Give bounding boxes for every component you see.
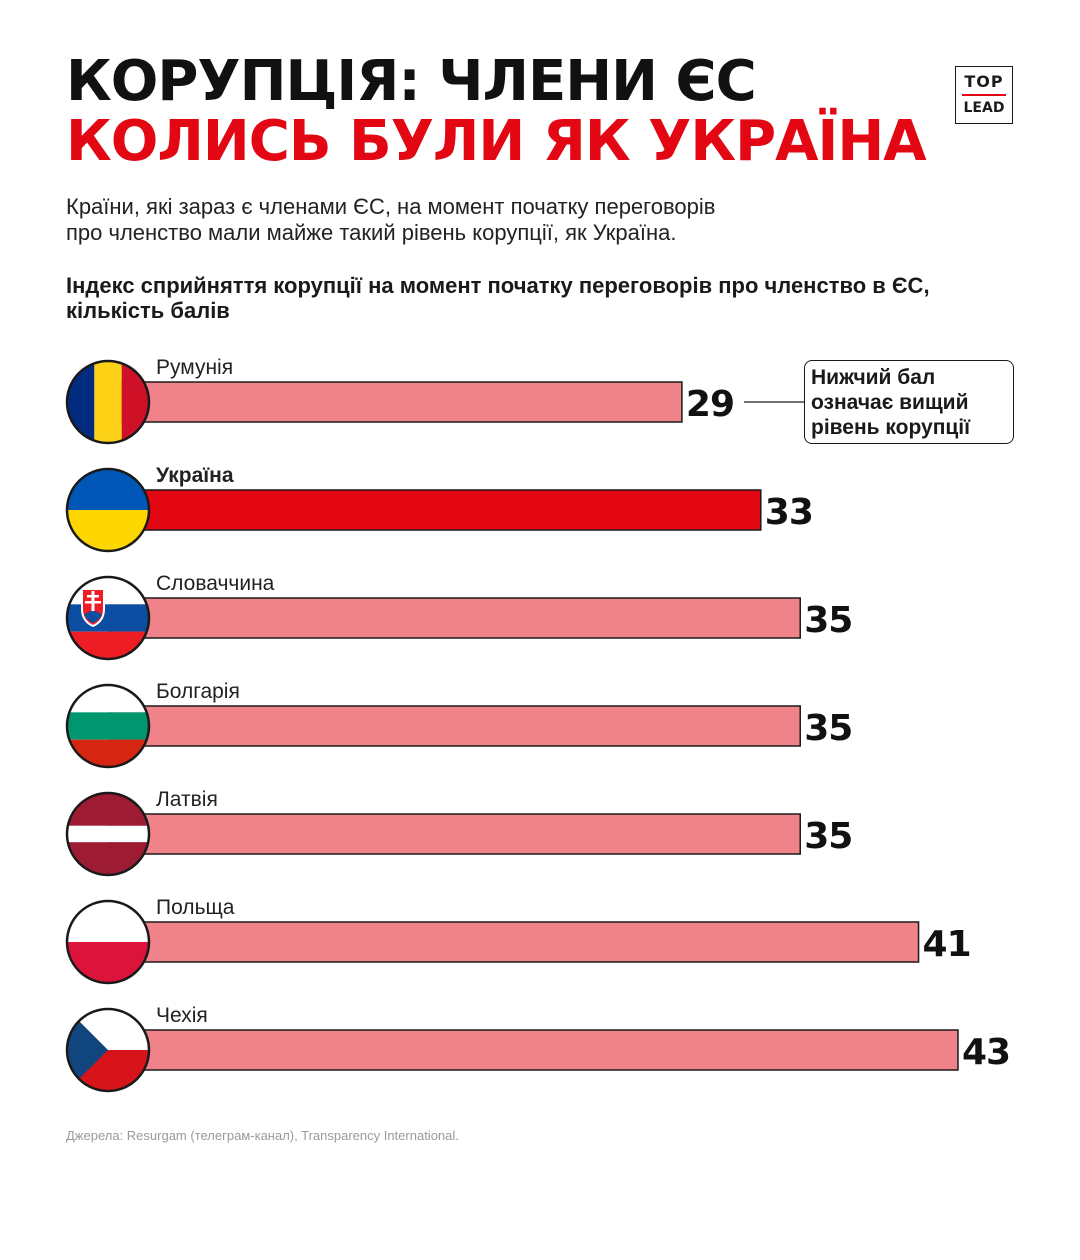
country-label: Болгарія bbox=[156, 680, 240, 703]
bar-value-label: 35 bbox=[804, 600, 852, 641]
bar-0 bbox=[109, 381, 683, 423]
bar-3 bbox=[109, 705, 801, 747]
toplead-logo: TOP LEAD bbox=[955, 66, 1013, 124]
ukraine-flag-icon bbox=[65, 467, 151, 553]
bar-value-label: 29 bbox=[686, 384, 734, 425]
bar-4 bbox=[109, 813, 801, 855]
subtitle-line-2: про членство мали майже такий рівень кор… bbox=[66, 220, 677, 245]
country-label: Словаччина bbox=[156, 572, 275, 595]
bar-5 bbox=[109, 921, 920, 963]
bar-value-label: 33 bbox=[765, 492, 813, 533]
country-label: Латвія bbox=[156, 788, 218, 811]
source-note: Джерела: Resurgam (телеграм-канал), Tran… bbox=[66, 1128, 459, 1143]
slovakia-flag-icon bbox=[65, 575, 151, 661]
country-label: Польща bbox=[156, 896, 235, 919]
bulgaria-flag-icon bbox=[65, 683, 151, 769]
bar-6 bbox=[109, 1029, 959, 1071]
title-line-1: КОРУПЦІЯ: ЧЛЕНИ ЄС bbox=[66, 49, 757, 114]
bar-value-label: 43 bbox=[962, 1032, 1010, 1073]
bar-value-label: 35 bbox=[804, 708, 852, 749]
infographic-title: КОРУПЦІЯ: ЧЛЕНИ ЄС КОЛИСЬ БУЛИ ЯК УКРАЇН… bbox=[66, 49, 927, 174]
lower-score-note: Нижчий бал означає вищий рівень корупції bbox=[804, 360, 1014, 444]
subtitle: Країни, які зараз є членами ЄС, на момен… bbox=[66, 194, 866, 246]
country-label: Румунія bbox=[156, 356, 233, 379]
logo-top-text: TOP bbox=[964, 72, 1004, 91]
poland-flag-icon bbox=[65, 899, 151, 985]
chart-title: Індекс сприйняття корупції на момент поч… bbox=[66, 273, 930, 323]
country-label: Україна bbox=[156, 464, 234, 487]
bar-2 bbox=[109, 597, 801, 639]
bar-value-label: 35 bbox=[804, 816, 852, 857]
latvia-flag-icon bbox=[65, 791, 151, 877]
bar-value-label: 41 bbox=[923, 924, 971, 965]
czechia-flag-icon bbox=[65, 1007, 151, 1093]
country-label: Чехія bbox=[156, 1004, 208, 1027]
title-line-2: КОЛИСЬ БУЛИ ЯК УКРАЇНА bbox=[66, 109, 927, 174]
bar-1 bbox=[109, 489, 762, 531]
romania-flag-icon bbox=[65, 359, 151, 445]
logo-divider bbox=[962, 94, 1006, 96]
logo-bottom-text: LEAD bbox=[963, 99, 1005, 116]
subtitle-line-1: Країни, які зараз є членами ЄС, на момен… bbox=[66, 194, 716, 219]
